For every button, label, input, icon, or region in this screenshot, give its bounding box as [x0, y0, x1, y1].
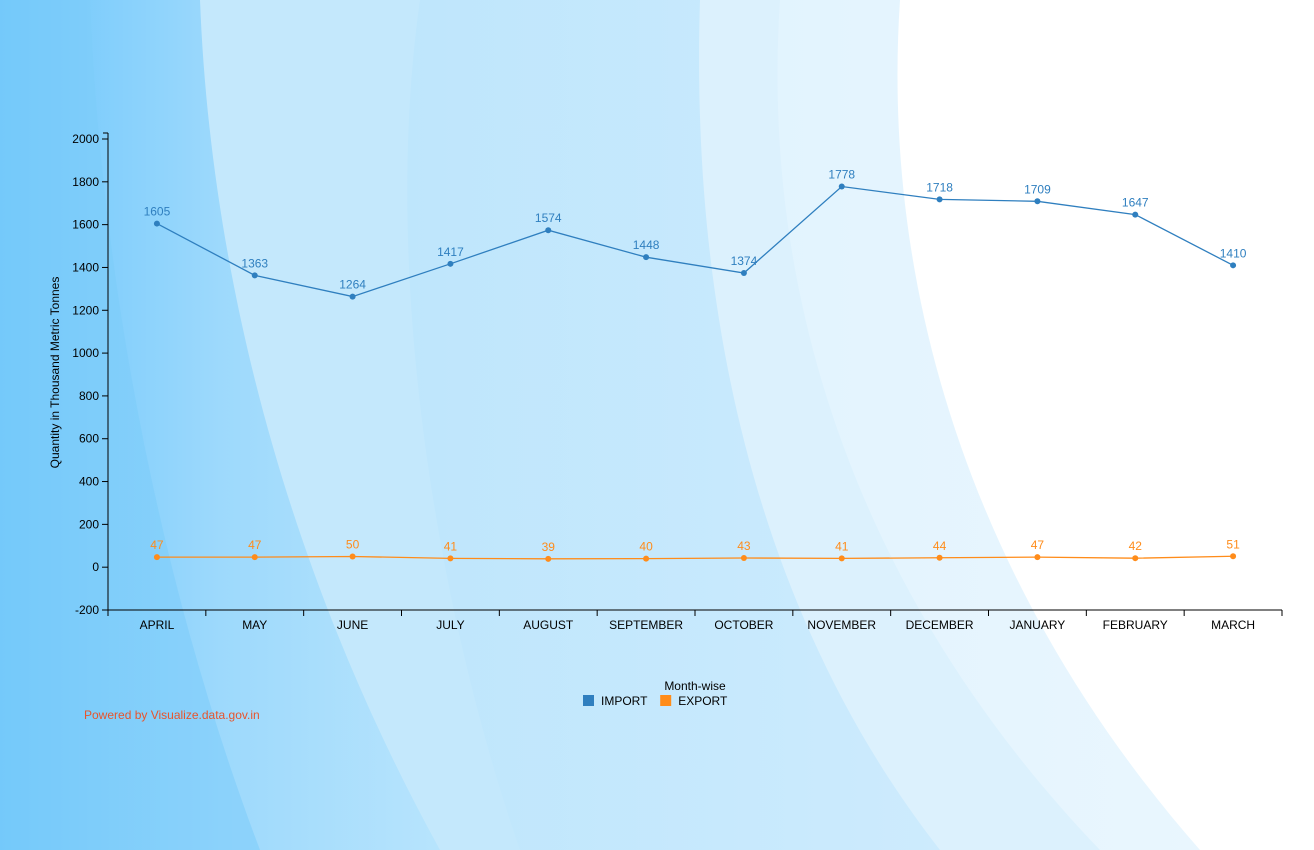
data-label-import: 1410: [1220, 246, 1247, 260]
data-point-export[interactable]: [1230, 553, 1237, 560]
y-tick-label: 1800: [72, 175, 99, 189]
data-point-import[interactable]: [1132, 211, 1139, 218]
x-tick-label: MARCH: [1211, 618, 1255, 632]
data-point-import[interactable]: [153, 220, 160, 227]
data-label-import: 1647: [1122, 196, 1149, 210]
y-tick-label: 200: [79, 517, 99, 531]
y-axis-title: Quantity in Thousand Metric Tonnes: [48, 277, 62, 469]
data-point-import[interactable]: [1230, 262, 1237, 269]
x-tick-label: NOVEMBER: [807, 618, 876, 632]
data-point-import[interactable]: [545, 227, 552, 234]
data-point-import[interactable]: [251, 272, 258, 279]
y-axis: -200 0 200 400 600 800 1000 1200 1400 1600 1800 200…: [72, 132, 109, 617]
data-point-export[interactable]: [1034, 554, 1041, 561]
legend-item-export[interactable]: EXPORT: [660, 694, 728, 708]
data-label-export: 43: [737, 539, 751, 553]
series-import: 1605 1363 1264 1417 1574 1448 1374 1778 1718 1709…: [144, 168, 1247, 300]
data-point-export[interactable]: [251, 554, 258, 561]
data-label-export: 44: [933, 539, 947, 553]
legend-item-import[interactable]: IMPORT: [583, 694, 648, 708]
data-point-import[interactable]: [349, 293, 356, 300]
x-tick-label: DECEMBER: [906, 618, 974, 632]
data-label-export: 40: [639, 540, 653, 554]
data-label-export: 51: [1226, 537, 1240, 551]
data-point-export[interactable]: [153, 554, 160, 561]
data-point-export[interactable]: [349, 553, 356, 560]
series-layer: 1605 1363 1264 1417 1574 1448 1374 1778 1718 1709…: [144, 168, 1247, 562]
data-point-export[interactable]: [740, 554, 747, 561]
y-tick-label: 800: [79, 389, 99, 403]
data-label-import: 1417: [437, 245, 464, 259]
legend: IMPORT EXPORT: [583, 694, 728, 708]
data-point-export[interactable]: [447, 555, 454, 562]
data-point-import[interactable]: [936, 196, 943, 203]
data-label-import: 1448: [633, 238, 660, 252]
legend-swatch-export: [660, 695, 672, 706]
legend-swatch-import: [583, 695, 594, 706]
legend-label-import: IMPORT: [601, 694, 648, 708]
data-label-import: 1778: [828, 168, 855, 182]
data-point-export[interactable]: [1132, 555, 1139, 562]
y-tick-label: -200: [75, 603, 99, 617]
data-point-import[interactable]: [447, 260, 454, 267]
y-tick-label: 0: [92, 560, 99, 574]
y-tick-label: 2000: [72, 132, 99, 146]
y-tick-label: 600: [79, 432, 99, 446]
powered-by-credit[interactable]: Powered by Visualize.data.gov.in: [84, 708, 260, 722]
x-tick-label: APRIL: [140, 618, 175, 632]
legend-label-export: EXPORT: [678, 694, 728, 708]
y-tick-label: 1000: [72, 346, 99, 360]
data-label-export: 41: [444, 539, 458, 553]
data-label-import: 1574: [535, 211, 562, 225]
series-line-import: [156, 185, 1234, 298]
data-label-export: 39: [542, 540, 556, 554]
data-point-export[interactable]: [838, 555, 845, 562]
x-tick-label: OCTOBER: [714, 618, 773, 632]
data-point-import[interactable]: [740, 270, 747, 277]
data-point-import[interactable]: [1034, 198, 1041, 205]
x-tick-label: JANUARY: [1010, 618, 1066, 632]
y-tick-label: 1200: [72, 303, 99, 317]
data-label-import: 1363: [241, 256, 268, 270]
x-tick-label: MAY: [242, 618, 267, 632]
data-label-import: 1264: [339, 278, 366, 292]
y-tick-label: 1600: [72, 218, 99, 232]
data-point-export[interactable]: [545, 555, 552, 562]
y-tick-label: 1400: [72, 260, 99, 274]
y-tick-label: 400: [79, 475, 99, 489]
x-tick-label: JUNE: [337, 618, 368, 632]
data-point-export[interactable]: [643, 555, 650, 562]
data-label-import: 1374: [731, 254, 758, 268]
x-tick-label: SEPTEMBER: [609, 618, 683, 632]
x-axis-title: Month-wise: [664, 679, 726, 693]
data-label-export: 47: [248, 538, 262, 552]
data-point-export[interactable]: [936, 554, 943, 561]
data-label-import: 1605: [144, 205, 171, 219]
x-tick-label: JULY: [436, 618, 464, 632]
data-label-export: 47: [1031, 538, 1045, 552]
data-label-export: 47: [150, 538, 164, 552]
series-export: 47 47 50 41 39 40 43 41 44 47 42 51: [150, 537, 1240, 562]
data-label-export: 41: [835, 539, 849, 553]
x-axis: APRIL MAY JUNE JULY AUGUST SEPTEMBER OCTOBER NO…: [107, 609, 1283, 632]
data-label-import: 1709: [1024, 182, 1051, 196]
x-tick-label: AUGUST: [523, 618, 574, 632]
data-point-import[interactable]: [643, 254, 650, 261]
data-label-export: 42: [1129, 539, 1143, 553]
data-label-export: 50: [346, 537, 360, 551]
x-tick-label: FEBRUARY: [1103, 618, 1168, 632]
data-point-import[interactable]: [838, 183, 845, 190]
data-label-import: 1718: [926, 180, 953, 194]
series-line-export: [156, 555, 1234, 560]
